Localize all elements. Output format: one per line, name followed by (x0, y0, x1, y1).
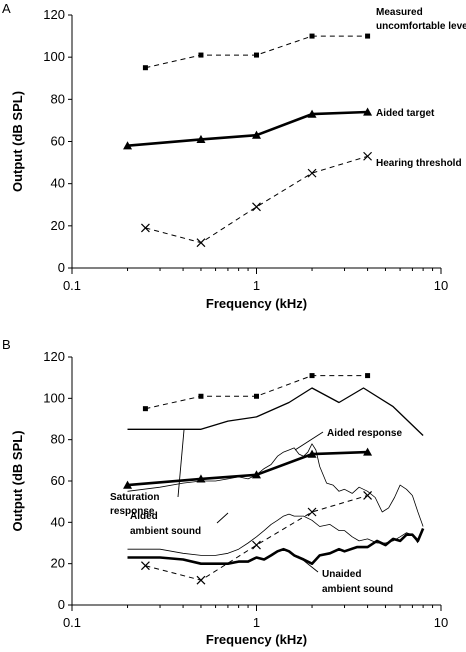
panel-b-annotation-label: Aided (130, 511, 158, 522)
panel-b-annotation-leader (294, 431, 324, 451)
panel-a-series-hearing-threshold-point (363, 151, 373, 161)
panel-b-y-tick-label: 60 (51, 473, 65, 488)
panel-b-y-tick-label: 120 (43, 349, 65, 364)
panel-b-series-unaided-ambient-sound-line (127, 527, 425, 566)
panel-b-annotation-label: ambient sound (322, 584, 393, 595)
panel-b-annotation-label: response (110, 506, 155, 517)
panel-a-annotation-label: uncomfortable levels (376, 21, 466, 32)
panel-a-series-measured-uncomfortable-levels-point (254, 52, 259, 58)
panel-a-series-hearing-threshold-point (307, 168, 317, 178)
panel-letter-b: B (2, 337, 11, 352)
panel-a-series-aided-target-point (252, 130, 261, 139)
panel-a-x-tick-label: 1 (253, 278, 260, 293)
panel-b-annotation-leader (297, 555, 319, 573)
panel-b-annotation-label: ambient sound (130, 526, 201, 537)
panel-a-series-measured-uncomfortable-levels-point (198, 52, 204, 58)
panel-b-series-measured-uncomfortable-levels-point (254, 393, 259, 399)
panel-a-annotation-label: Aided target (376, 108, 435, 119)
panel-b-series-hearing-threshold-line (145, 495, 368, 581)
panel-b-annotation-label: Unaided (322, 569, 361, 580)
panel-b-annotation-label: Aided response (327, 428, 402, 439)
panel-b-y-tick-label: 0 (58, 597, 65, 612)
panel-b-series-hearing-threshold-point (363, 491, 373, 500)
panel-b-y-tick-label: 100 (43, 390, 65, 405)
panel-a-series-measured-uncomfortable-levels-point (142, 65, 148, 71)
panel-a-series-hearing-threshold-point (140, 223, 150, 233)
panel-b-series-aided-response-line (127, 443, 424, 527)
panel-a-x-tick-label: 0.1 (63, 278, 81, 293)
panel-b-series-aided-target-point (307, 449, 317, 458)
panel-b-series-aided-target-line (127, 450, 368, 487)
panel-a-series-aided-target-point (363, 107, 373, 116)
panel-a-y-tick-label: 60 (51, 134, 65, 149)
panel-a-y-axis-title: Output (dB SPL) (10, 91, 25, 192)
panel-b-x-tick-label: 1 (253, 615, 260, 630)
panel-b-series-measured-uncomfortable-levels-point (309, 373, 315, 379)
panel-a-annotation-label: Hearing threshold (376, 158, 462, 169)
panel-b-series-saturation-response-line (127, 387, 424, 436)
panel-b-series-hearing-threshold-point (307, 507, 317, 517)
panel-a-series-aided-target-point (307, 109, 317, 118)
panel-a-x-tick-label: 10 (434, 278, 448, 293)
panel-b-y-tick-label: 20 (51, 556, 65, 571)
panel-b-series-measured-uncomfortable-levels-point (365, 373, 371, 379)
panel-a-y-tick-label: 80 (51, 91, 65, 106)
panel-a-annotation-label: Measured (376, 7, 423, 18)
panel-b-x-tick-label: 10 (434, 615, 448, 630)
panel-a-y-tick-label: 40 (51, 176, 65, 191)
panel-a-series-aided-target-point (196, 134, 206, 143)
panel-b-x-axis-title: Frequency (kHz) (206, 632, 307, 647)
panel-b-y-axis-title: Output (dB SPL) (10, 430, 25, 531)
panel-b-series-hearing-threshold-point (252, 540, 261, 550)
panel-a-series-measured-uncomfortable-levels-point (365, 33, 371, 39)
panel-a-y-tick-label: 20 (51, 218, 65, 233)
panel-b-series-aided-target-point (123, 480, 133, 489)
panel-a-series-measured-uncomfortable-levels-point (309, 33, 315, 39)
panel-letter-a: A (2, 1, 11, 16)
panel-a-series-hearing-threshold-point (196, 238, 206, 248)
panel-a-y-tick-label: 100 (43, 49, 65, 64)
panel-b-annotation-leader (177, 429, 185, 498)
panel-a-y-tick-label: 0 (58, 260, 65, 275)
panel-b-series-aided-target-point (252, 470, 261, 479)
panel-a-x-axis-title: Frequency (kHz) (206, 296, 307, 311)
panel-a-series-measured-uncomfortable-levels-line (145, 35, 368, 69)
panel-b-series-aided-target-point (363, 447, 373, 456)
panel-b-annotation-label: Saturation (110, 492, 159, 503)
panel-b-series-measured-uncomfortable-levels-point (142, 406, 148, 412)
panel-b-x-tick-label: 0.1 (63, 615, 81, 630)
panel-a-y-tick-label: 120 (43, 7, 65, 22)
panel-b-series-measured-uncomfortable-levels-line (145, 375, 368, 410)
panel-b-annotation-leader (216, 512, 229, 524)
panel-b-series-hearing-threshold-point (196, 575, 206, 585)
panel-b-y-tick-label: 80 (51, 432, 65, 447)
panel-b-series-aided-target-point (196, 474, 206, 483)
panel-a-series-hearing-threshold-line (145, 155, 368, 244)
panel-a-series-aided-target-line (127, 110, 368, 147)
panel-b-y-tick-label: 40 (51, 514, 65, 529)
panel-b-series-measured-uncomfortable-levels-point (198, 393, 204, 399)
panel-a-series-hearing-threshold-point (252, 202, 261, 212)
panel-b-series-aided-ambient-sound-line (127, 513, 419, 556)
panel-a-series-aided-target-point (123, 141, 133, 150)
panel-b-series-hearing-threshold-point (140, 561, 150, 571)
